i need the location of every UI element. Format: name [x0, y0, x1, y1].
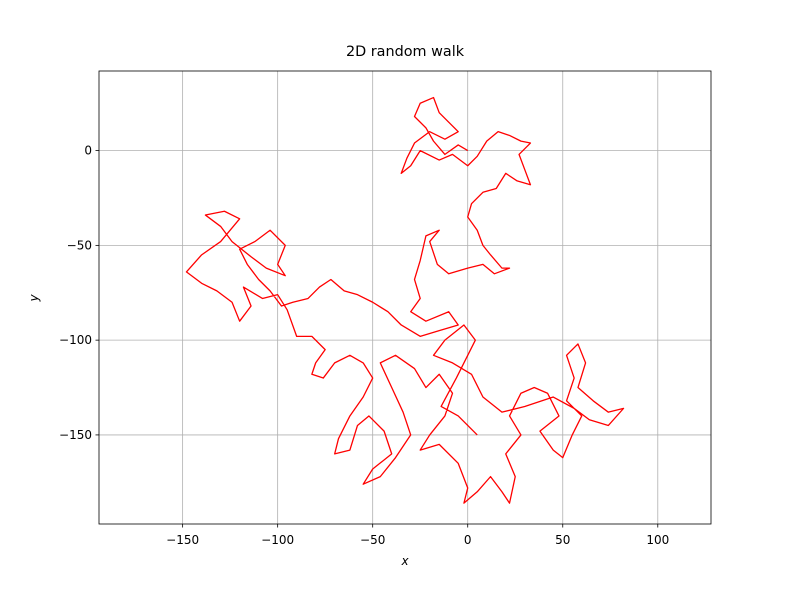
- y-tick-label: −150: [59, 428, 92, 442]
- walk-line: [185, 96, 625, 504]
- y-tick-label: −100: [59, 333, 92, 347]
- x-tick-label: 50: [555, 533, 570, 547]
- x-tick-label: 0: [464, 533, 472, 547]
- x-tick-label: −50: [360, 533, 385, 547]
- x-tick-label: −150: [166, 533, 199, 547]
- x-axis-label: x: [400, 554, 409, 568]
- chart-title: 2D random walk: [346, 44, 465, 60]
- y-tick-label: 0: [84, 144, 92, 158]
- x-tick-label: −100: [261, 533, 294, 547]
- y-axis-label: y: [27, 294, 41, 303]
- x-tick-label: 100: [646, 533, 669, 547]
- y-tick-label: −50: [67, 238, 92, 252]
- plot-frame: [98, 70, 712, 525]
